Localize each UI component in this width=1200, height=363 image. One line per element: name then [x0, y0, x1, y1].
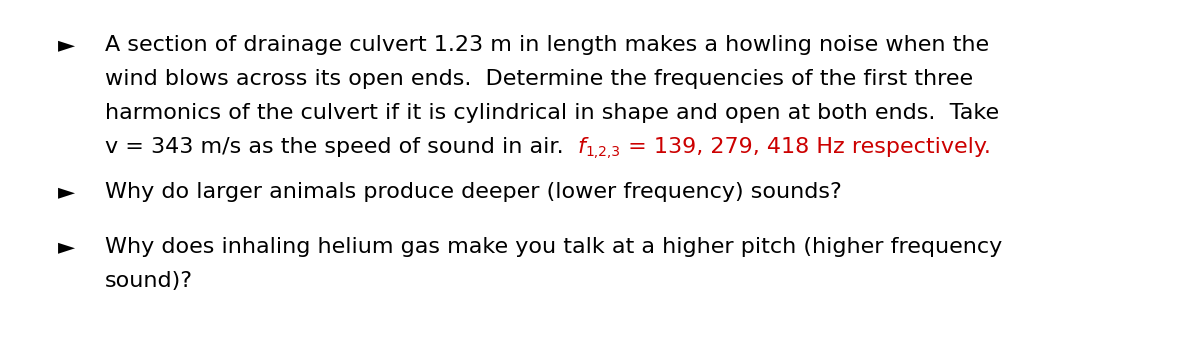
- Text: 1,2,3: 1,2,3: [586, 145, 620, 159]
- Text: ►: ►: [58, 182, 76, 202]
- Text: wind blows across its open ends.  Determine the frequencies of the first three: wind blows across its open ends. Determi…: [106, 69, 973, 89]
- Text: sound)?: sound)?: [106, 271, 193, 291]
- Text: A section of drainage culvert 1.23 m in length makes a howling noise when the: A section of drainage culvert 1.23 m in …: [106, 35, 989, 55]
- Text: ►: ►: [58, 237, 76, 257]
- Text: Why does inhaling helium gas make you talk at a higher pitch (higher frequency: Why does inhaling helium gas make you ta…: [106, 237, 1002, 257]
- Text: Why do larger animals produce deeper (lower frequency) sounds?: Why do larger animals produce deeper (lo…: [106, 182, 841, 202]
- Text: f: f: [578, 137, 586, 157]
- Text: = 139, 279, 418 Hz respectively.: = 139, 279, 418 Hz respectively.: [620, 137, 991, 157]
- Text: v = 343 m/s as the speed of sound in air.: v = 343 m/s as the speed of sound in air…: [106, 137, 578, 157]
- Text: ►: ►: [58, 35, 76, 55]
- Text: harmonics of the culvert if it is cylindrical in shape and open at both ends.  T: harmonics of the culvert if it is cylind…: [106, 103, 1000, 123]
